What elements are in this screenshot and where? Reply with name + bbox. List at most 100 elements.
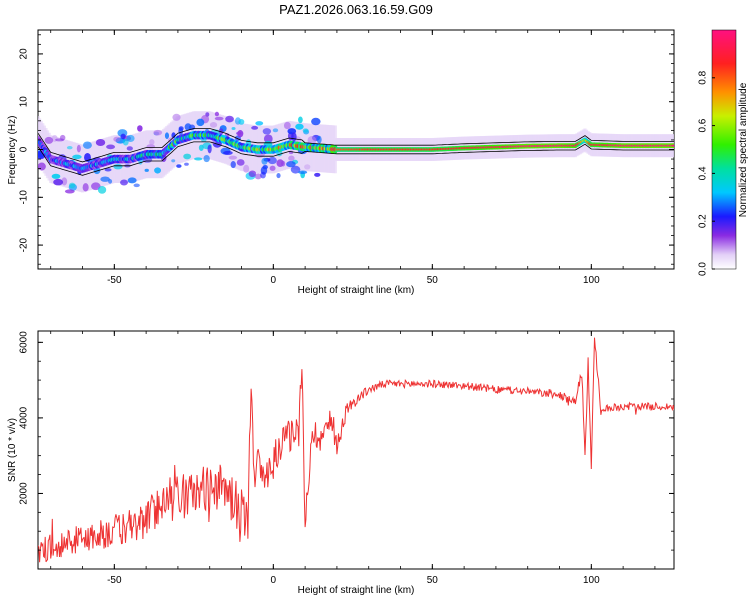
snr-xtick-label: 0 [271,575,277,586]
spectrogram-blob [290,165,301,174]
snr-axes: -50 0 50 100 2000 4000 6000 [19,331,674,586]
spectrogram-blob [164,132,170,139]
spectrogram-blob [126,134,135,143]
spectrogram-blob [223,150,233,156]
spectrogram-blob [127,177,137,184]
spectrogram-blob [171,132,176,139]
spectrogram-blob [262,128,272,135]
spectrogram-blob [82,183,89,192]
spectrogram-ylabel: Frequency (Hz) [7,116,18,185]
snr-panel: -50 0 50 100 2000 4000 6000 Height of straight… [7,330,675,596]
colorbar-tick-label: 0.8 [698,70,709,84]
colorbar-tick-label: 0.4 [698,166,709,180]
spectrogram-blob [238,119,245,125]
spectrogram-blob [178,126,184,131]
spectrogram-blob [184,162,189,166]
spectrogram-blob [198,144,204,151]
snr-ylabel: SNR (10 * v/v) [7,418,18,482]
spectrogram-ytick-label: 10 [19,96,30,108]
spectrogram-blob [44,136,54,144]
spectrogram-blob [106,144,116,150]
spectrogram-blob [153,129,163,136]
snr-series-line [38,337,674,563]
spectrogram-blob [307,136,317,145]
spectrogram-ytick-label: -10 [19,190,30,205]
spectrogram-blob [95,139,106,146]
snr-ytick-label: 4000 [19,406,30,429]
spectrogram-ytick-label: 0 [19,146,30,152]
spectrogram-blob [133,183,140,188]
spectrogram-blob [149,139,155,146]
colorbar-ticks: 0.0 0.2 0.4 0.6 0.8 [698,70,715,276]
spectrogram-blob [298,116,303,124]
spectrogram-blob [51,173,61,179]
spectrogram-blob [316,135,322,144]
spectrogram-blob [298,170,308,175]
spectrogram-panel: -50 0 50 100 -20 -10 0 10 20 Height of straight … [7,29,675,296]
spectrogram-blob [314,172,321,177]
spectrogram-xtick-label: -50 [107,275,122,286]
colorbar-gradient [711,29,737,270]
spectrogram-blob [184,123,192,131]
spectrogram-blob [255,121,264,126]
spectrogram-blob [230,161,236,169]
spectrogram-blob [82,141,92,149]
spectrogram-blob [272,128,279,133]
spectrogram-blob [113,163,123,170]
spectrogram-blob [176,164,182,168]
spectrogram-marks [38,111,674,194]
snr-xtick-label: 50 [427,575,439,586]
spectrogram-blob [231,127,236,131]
spectrogram-blob [267,156,277,165]
spectrogram-blob [295,123,304,130]
spectrogram-xtick-label: 0 [271,275,277,286]
spectrogram-blob [120,179,128,186]
chart-title: PAZ1.2026.063.16.59.G09 [279,2,433,17]
spectrogram-blob [64,189,75,194]
spectrogram-blob [171,159,176,163]
spectrogram-blob [126,146,133,151]
spectrogram-blob [261,157,268,165]
spectrogram-blob [260,171,266,179]
spectrogram-xlabel: Height of straight line (km) [298,285,415,296]
spectrogram-blob [203,154,210,163]
spectrogram-blob [100,176,110,182]
spectrogram-blob [61,177,68,186]
snr-ytick-label: 6000 [19,331,30,354]
spectrogram-blob [120,133,126,140]
spectrogram-blob [236,159,245,166]
spectrogram-blob [225,115,234,123]
spectrogram-blob [104,168,112,172]
snr-ytick-label: 2000 [19,482,30,505]
spectrogram-blob [97,186,107,194]
spectrogram-blob [113,136,121,142]
colorbar: 0.0 0.2 0.4 0.6 0.8 Normalized spectral ampl… [698,29,749,276]
spectrogram-blob [243,164,250,173]
spectrogram-blob [38,162,46,171]
spectrogram-blob [68,182,76,189]
spectrogram-blob [137,125,143,132]
spectrogram-blob [283,121,291,130]
spectrogram-blob [172,113,181,121]
spectrogram-blob [254,173,262,180]
spectrogram-blob [122,138,129,146]
spectrogram-ridge-core [672,144,674,147]
spectrogram-blob [304,164,311,170]
spectrogram-blob [251,125,259,130]
spectrogram-blob [144,168,149,172]
spectrogram-blob [237,130,244,138]
spectrogram-blob [55,138,65,142]
spectrogram-blob [263,134,273,144]
spectrogram-blob [228,155,238,160]
spectrogram-xtick-label: 50 [427,275,439,286]
snr-frame [37,330,675,570]
spectrogram-blob [286,161,296,168]
snr-xtick-label: -50 [107,575,122,586]
spectrogram-blob [214,116,224,121]
spectrogram-axes: -50 0 50 100 -20 -10 0 10 20 [19,30,674,286]
spectrogram-blob [154,167,162,174]
spectrogram-blob [280,160,286,167]
spectrogram-ytick-label: -20 [19,237,30,252]
snr-xlabel: Height of straight line (km) [298,585,415,596]
